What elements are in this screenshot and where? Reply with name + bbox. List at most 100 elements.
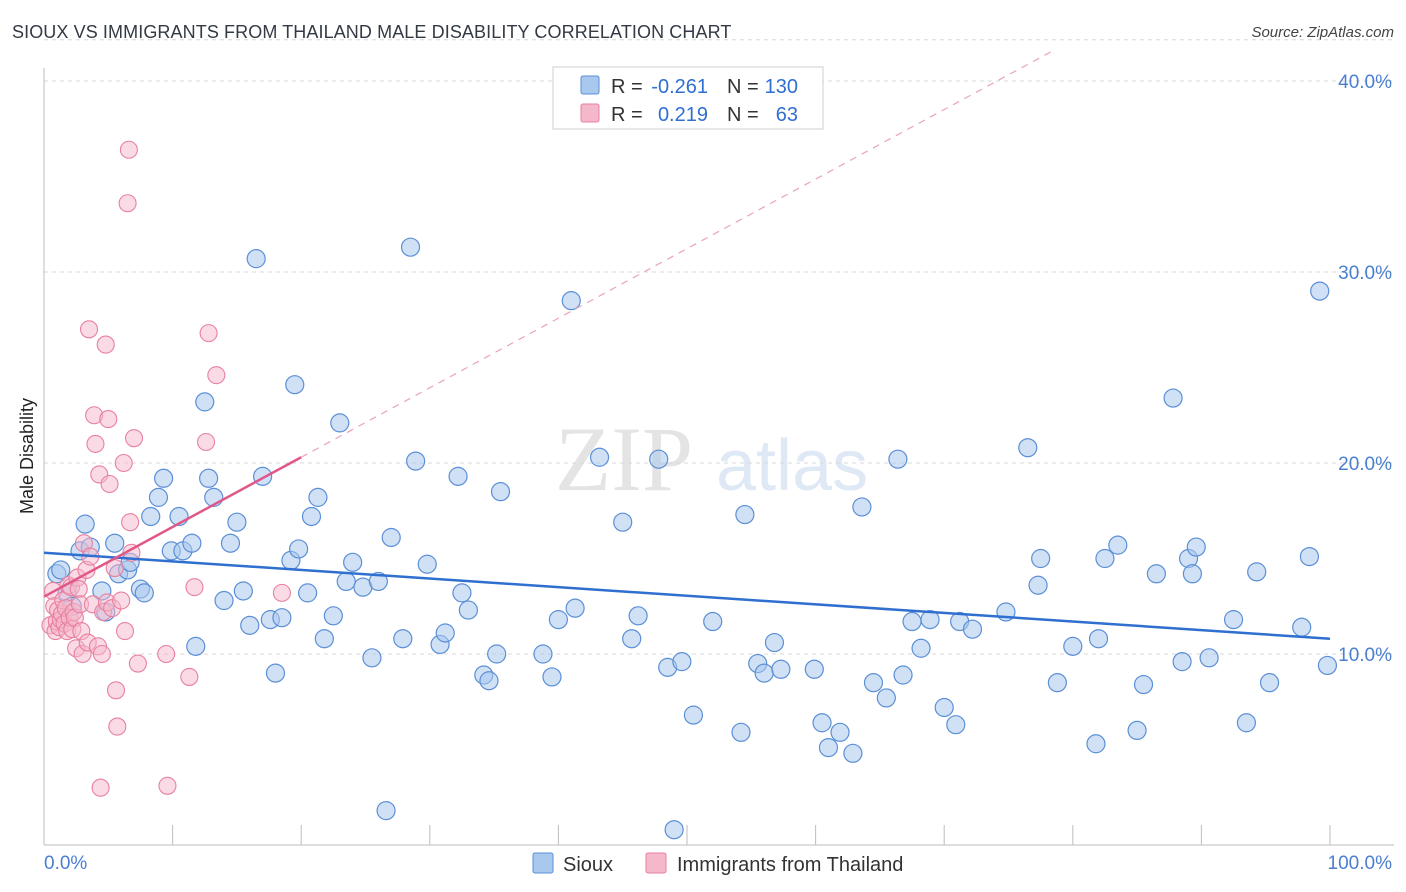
point-thailand bbox=[79, 320, 99, 339]
point-sioux bbox=[771, 659, 791, 679]
point-sioux bbox=[703, 611, 723, 632]
legend-n-value: 63 bbox=[776, 104, 798, 126]
point-sioux bbox=[199, 468, 219, 488]
point-thailand bbox=[199, 324, 218, 343]
point-sioux bbox=[731, 722, 751, 742]
point-sioux bbox=[1047, 673, 1067, 693]
point-sioux bbox=[561, 291, 581, 311]
legend-bottom: Sioux Immigrants from Thailand bbox=[532, 852, 903, 876]
point-sioux bbox=[934, 697, 954, 718]
point-thailand bbox=[196, 432, 216, 452]
trend-lines bbox=[43, 49, 1331, 640]
point-sioux bbox=[479, 671, 499, 691]
point-sioux bbox=[649, 449, 669, 469]
point-sioux bbox=[1146, 564, 1166, 584]
point-sioux bbox=[233, 581, 253, 601]
point-thailand bbox=[106, 681, 126, 700]
point-thailand bbox=[114, 453, 133, 473]
trend-line-thailand bbox=[43, 456, 302, 598]
point-sioux bbox=[1259, 673, 1280, 693]
point-thailand bbox=[119, 140, 138, 159]
point-sioux bbox=[289, 539, 309, 559]
point-sioux bbox=[1172, 652, 1192, 672]
point-thailand bbox=[96, 335, 115, 354]
point-thailand bbox=[118, 194, 137, 213]
point-sioux bbox=[664, 820, 684, 840]
x-tick-label-max: 100.0% bbox=[1328, 853, 1393, 874]
x-ticks bbox=[43, 825, 1331, 845]
point-thailand bbox=[112, 591, 131, 610]
point-thailand bbox=[99, 410, 118, 429]
point-thailand bbox=[124, 429, 144, 448]
point-thailand bbox=[69, 580, 88, 599]
point-sioux bbox=[548, 610, 569, 630]
legend-swatch-thailand bbox=[580, 103, 600, 123]
point-sioux bbox=[246, 249, 266, 269]
point-thailand bbox=[92, 644, 111, 664]
point-sioux bbox=[1086, 734, 1106, 754]
point-sioux bbox=[186, 636, 206, 656]
point-sioux bbox=[1095, 548, 1115, 569]
point-sioux bbox=[613, 512, 633, 532]
point-sioux bbox=[182, 533, 202, 553]
point-sioux bbox=[336, 571, 356, 592]
point-sioux bbox=[1108, 535, 1128, 555]
point-sioux bbox=[240, 615, 260, 635]
point-sioux bbox=[393, 629, 413, 649]
point-sioux bbox=[376, 801, 396, 821]
point-sioux bbox=[565, 598, 585, 618]
chart-source: Source: ZipAtlas.com bbox=[1251, 24, 1394, 41]
point-sioux bbox=[804, 659, 824, 679]
point-sioux bbox=[368, 571, 388, 592]
legend-r-label: R = bbox=[611, 76, 643, 98]
legend-bottom-swatch-sioux bbox=[532, 852, 554, 874]
point-thailand bbox=[108, 717, 127, 736]
point-thailand bbox=[121, 513, 140, 532]
legend-swatch-sioux bbox=[580, 75, 600, 95]
point-sioux bbox=[220, 533, 241, 553]
point-sioux bbox=[1133, 674, 1154, 695]
axes bbox=[43, 68, 1394, 846]
point-sioux bbox=[1063, 636, 1083, 656]
legend-bottom-swatch-thailand bbox=[645, 852, 667, 874]
point-sioux bbox=[1292, 617, 1312, 637]
point-sioux bbox=[1028, 575, 1048, 595]
point-sioux bbox=[920, 610, 940, 630]
legend-bottom-label-sioux: Sioux bbox=[563, 854, 613, 876]
point-sioux bbox=[298, 583, 318, 603]
point-sioux bbox=[487, 644, 507, 664]
point-sioux bbox=[622, 629, 642, 649]
point-sioux bbox=[589, 447, 610, 467]
trend-line-sioux bbox=[43, 551, 1331, 640]
point-thailand bbox=[157, 644, 176, 664]
point-thailand bbox=[128, 654, 147, 673]
point-thailand bbox=[100, 474, 119, 494]
point-sioux bbox=[911, 638, 931, 658]
legend-top: R = -0.261 N = 130 R = 0.219 N = 63 bbox=[552, 66, 824, 130]
point-sioux bbox=[1310, 281, 1330, 301]
point-thailand bbox=[185, 578, 204, 597]
point-sioux bbox=[75, 514, 95, 534]
point-sioux bbox=[843, 743, 863, 763]
point-sioux bbox=[893, 665, 913, 685]
point-sioux bbox=[153, 468, 174, 488]
point-sioux bbox=[888, 449, 908, 469]
legend-bottom-label-thailand: Immigrants from Thailand bbox=[677, 854, 903, 876]
point-sioux bbox=[362, 648, 382, 668]
y-tick-label: 20.0% bbox=[1338, 454, 1392, 475]
y-tick-label: 30.0% bbox=[1338, 263, 1392, 284]
point-sioux bbox=[272, 608, 292, 628]
point-sioux bbox=[105, 533, 125, 553]
y-tick-label: 10.0% bbox=[1338, 645, 1392, 666]
point-sioux bbox=[852, 497, 872, 517]
point-sioux bbox=[214, 590, 234, 611]
point-sioux bbox=[448, 466, 468, 486]
point-sioux bbox=[195, 392, 215, 412]
watermark-zip: ZIP bbox=[555, 408, 693, 510]
series-sioux bbox=[47, 237, 1338, 840]
point-sioux bbox=[902, 611, 922, 632]
point-sioux bbox=[1317, 655, 1338, 676]
point-sioux bbox=[1088, 629, 1109, 649]
point-sioux bbox=[533, 644, 553, 664]
point-sioux bbox=[330, 413, 350, 433]
